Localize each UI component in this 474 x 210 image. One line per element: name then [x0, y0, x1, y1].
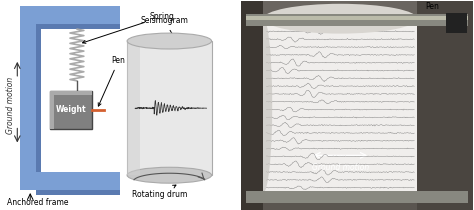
- Ellipse shape: [127, 33, 211, 49]
- Ellipse shape: [255, 19, 272, 193]
- FancyBboxPatch shape: [20, 6, 36, 183]
- Text: Seismogram: Seismogram: [140, 16, 188, 43]
- FancyBboxPatch shape: [50, 91, 54, 129]
- Text: Ground motion: Ground motion: [6, 77, 15, 134]
- FancyBboxPatch shape: [417, 1, 474, 210]
- FancyBboxPatch shape: [36, 190, 119, 195]
- FancyBboxPatch shape: [127, 41, 211, 175]
- Text: Spring: Spring: [82, 12, 174, 43]
- Ellipse shape: [127, 167, 211, 183]
- Text: Anchored frame: Anchored frame: [8, 198, 69, 207]
- FancyBboxPatch shape: [127, 41, 140, 175]
- FancyBboxPatch shape: [246, 16, 468, 20]
- Text: Pen: Pen: [425, 2, 438, 11]
- FancyBboxPatch shape: [50, 91, 92, 129]
- FancyBboxPatch shape: [241, 1, 474, 74]
- FancyBboxPatch shape: [50, 91, 92, 95]
- FancyBboxPatch shape: [36, 13, 41, 176]
- Text: Weight: Weight: [55, 105, 86, 114]
- Text: Pen: Pen: [98, 56, 126, 106]
- FancyBboxPatch shape: [246, 14, 468, 26]
- FancyBboxPatch shape: [263, 19, 417, 193]
- FancyBboxPatch shape: [446, 13, 467, 33]
- FancyBboxPatch shape: [20, 6, 119, 24]
- FancyBboxPatch shape: [241, 1, 263, 210]
- FancyBboxPatch shape: [36, 24, 119, 29]
- FancyBboxPatch shape: [20, 172, 119, 190]
- Text: Rotating drum: Rotating drum: [132, 185, 187, 199]
- FancyBboxPatch shape: [241, 1, 474, 210]
- Ellipse shape: [263, 4, 417, 34]
- FancyBboxPatch shape: [246, 191, 468, 203]
- Text: Ground motion: Ground motion: [312, 163, 369, 172]
